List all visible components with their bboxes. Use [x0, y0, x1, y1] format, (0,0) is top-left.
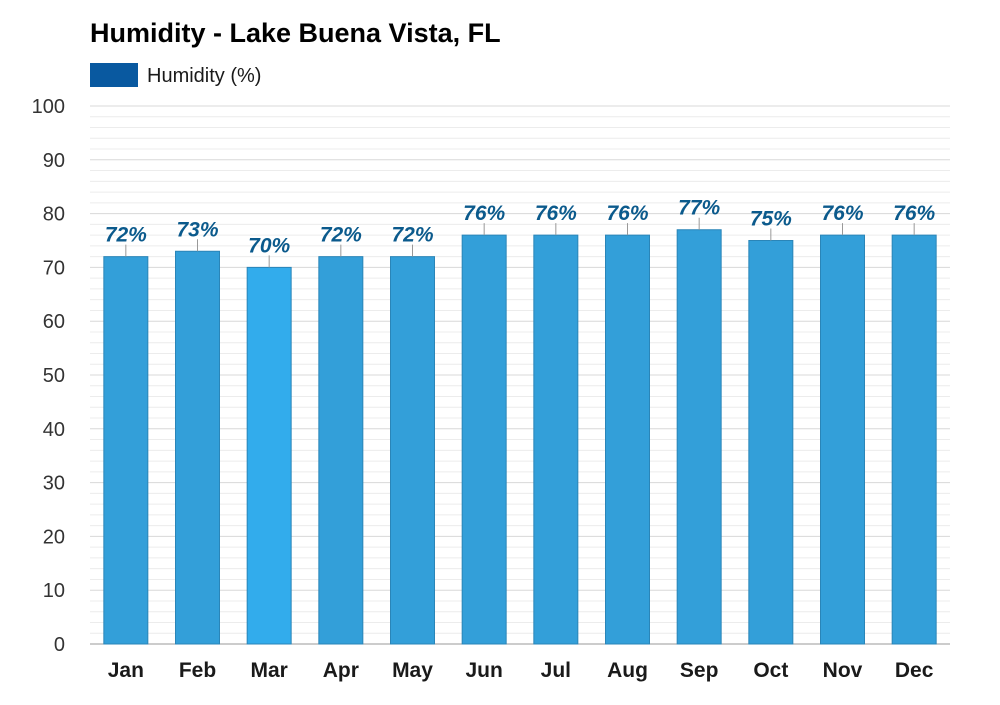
- bar-may: [390, 256, 435, 645]
- y-tick-label: 30: [43, 473, 65, 495]
- x-tick-label: Apr: [323, 659, 359, 682]
- chart-title: Humidity - Lake Buena Vista, FL: [90, 18, 501, 48]
- bar-apr: [318, 256, 364, 645]
- data-labels: 72% 73% 70% 72% 72% 76% 76% 76% 77% 75% 76% 76%: [105, 197, 936, 268]
- x-tick-label: Nov: [823, 659, 863, 682]
- y-axis-ticks: 0 10 20 30 40 50 60 70 80 90 100: [32, 96, 65, 656]
- y-tick-label: 90: [43, 150, 65, 172]
- grid-lines: [90, 105, 950, 645]
- x-tick-label: May: [392, 659, 433, 682]
- data-label-may: 72%: [391, 224, 433, 247]
- y-tick-label: 100: [32, 96, 65, 118]
- x-tick-label: Oct: [753, 659, 788, 682]
- data-label-sep: 77%: [678, 197, 720, 220]
- data-label-mar: 70%: [248, 234, 290, 257]
- x-tick-label: Jan: [108, 659, 144, 682]
- data-label-apr: 72%: [320, 224, 362, 247]
- bar-jun: [461, 234, 507, 645]
- y-tick-label: 40: [43, 419, 65, 441]
- data-label-feb: 73%: [176, 218, 218, 241]
- y-tick-label: 50: [43, 365, 65, 387]
- bar-feb: [175, 250, 220, 645]
- data-label-jul: 76%: [535, 202, 577, 225]
- y-tick-label: 10: [43, 580, 65, 602]
- y-tick-label: 60: [43, 311, 65, 333]
- bar-oct: [748, 240, 794, 645]
- legend-swatch: [90, 63, 138, 87]
- bar-dec: [891, 234, 937, 645]
- data-label-nov: 76%: [821, 202, 863, 225]
- bar-nov: [820, 234, 865, 645]
- bar-aug: [605, 234, 650, 645]
- data-label-jan: 72%: [105, 224, 147, 247]
- x-tick-label: Mar: [250, 659, 287, 682]
- legend-label: Humidity (%): [147, 65, 261, 87]
- x-tick-label: Feb: [179, 659, 216, 682]
- data-label-jun: 76%: [463, 202, 505, 225]
- bar-jan: [103, 256, 149, 645]
- bars: [103, 229, 937, 645]
- bar-sep: [676, 229, 722, 645]
- x-tick-label: Jul: [541, 659, 571, 682]
- x-tick-label: Jun: [465, 659, 502, 682]
- y-tick-label: 70: [43, 257, 65, 279]
- data-label-aug: 76%: [606, 202, 648, 225]
- bar-mar: [246, 266, 292, 645]
- data-label-oct: 75%: [750, 208, 792, 231]
- x-tick-label: Dec: [895, 659, 934, 682]
- x-tick-label: Aug: [607, 659, 648, 682]
- y-tick-label: 20: [43, 526, 65, 548]
- y-tick-label: 80: [43, 204, 65, 226]
- x-axis-ticks: Jan Feb Mar Apr May Jun Jul Aug Sep Oct Nov Dec: [108, 659, 934, 682]
- y-tick-label: 0: [54, 634, 65, 656]
- x-tick-label: Sep: [680, 659, 719, 682]
- bar-jul: [533, 234, 579, 645]
- data-label-dec: 76%: [893, 202, 935, 225]
